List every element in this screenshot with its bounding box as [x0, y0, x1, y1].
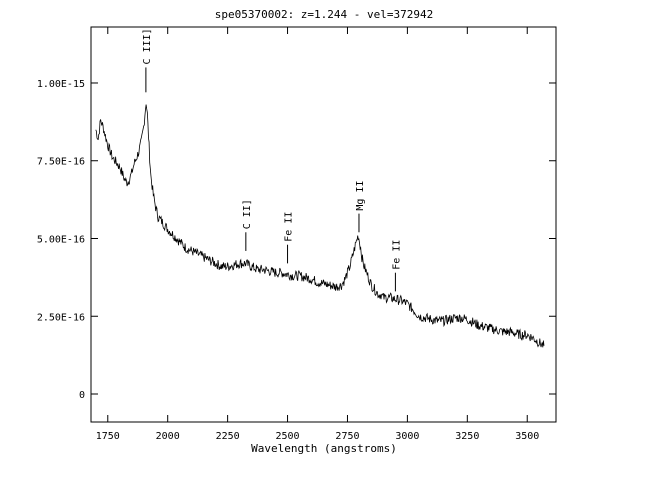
line-id-label: C III] — [142, 28, 153, 64]
x-axis-label: Wavelength (angstroms) — [251, 442, 397, 455]
line-id-label: Fe II — [284, 212, 295, 242]
chart-title: spe05370002: z=1.244 - vel=372942 — [215, 8, 434, 21]
x-tick-label: 3000 — [395, 431, 419, 442]
y-axis: 0 2.50E-16 5.00E-16 7.50E-16 1.00E-15 — [37, 79, 556, 401]
x-axis: 1750 2000 2250 2500 2750 3000 3250 3500 — [96, 27, 539, 442]
y-tick-label: 0 — [79, 390, 85, 401]
x-tick-label: 3500 — [515, 431, 539, 442]
x-tick-label: 1750 — [96, 431, 120, 442]
y-tick-label: 7.50E-16 — [37, 157, 85, 168]
line-id-label: Fe II — [391, 240, 402, 270]
x-tick-label: 2250 — [216, 431, 240, 442]
x-tick-label: 2000 — [156, 431, 180, 442]
line-annotations: C III] C II] Fe II Mg II Fe II — [142, 28, 402, 292]
x-tick-label: 2750 — [335, 431, 359, 442]
x-tick-label: 2500 — [275, 431, 299, 442]
line-id-label: Mg II — [355, 181, 366, 211]
line-id-label: C II] — [242, 199, 253, 229]
y-tick-label: 1.00E-15 — [37, 79, 85, 90]
plot-frame — [90, 26, 557, 423]
spectrum-line — [95, 104, 545, 348]
x-tick-label: 3250 — [455, 431, 479, 442]
y-tick-label: 5.00E-16 — [37, 234, 85, 245]
y-tick-label: 2.50E-16 — [37, 312, 85, 323]
